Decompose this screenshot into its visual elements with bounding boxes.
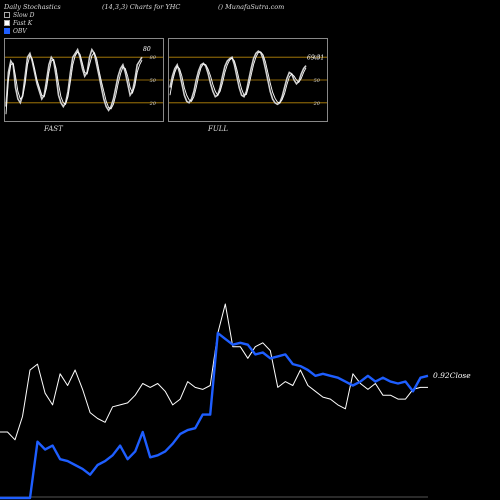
legend-swatch-white [4, 20, 10, 26]
level-label: 80 [314, 55, 321, 61]
slow-d-line [5, 47, 143, 112]
level-label: 80 [150, 55, 157, 61]
legend-item-obv: OBV [4, 27, 35, 35]
price-obv-chart: 0.92Close [0, 303, 471, 500]
site-name: () MunafaSutra.com [218, 3, 285, 11]
fast-k-line [5, 51, 143, 115]
level-label: 20 [313, 101, 321, 107]
price-line [0, 303, 428, 441]
fast-stochastic-panel: 20 50 80 80 [4, 38, 164, 122]
level-label: 50 [150, 78, 157, 84]
chart-title: Daily Stochastics [4, 3, 61, 11]
legend-label: OBV [13, 27, 27, 35]
panel-frame [4, 38, 164, 122]
legend-swatch-outline [4, 12, 10, 18]
close-label: 0.92Close [433, 371, 471, 380]
fast-panel-label: FAST [44, 125, 63, 133]
end-value-label: 69.31 [307, 55, 324, 62]
legend-item-fast-k: Fast K [4, 19, 35, 27]
legend-swatch-blue [4, 28, 10, 34]
level-label: 20 [149, 101, 157, 107]
panel-frame [168, 38, 328, 122]
legend-item-slow-d: Slow D [4, 11, 35, 19]
full-panel-label: FULL [208, 125, 229, 133]
chart-params: (14,3,3) Charts for YHC [102, 3, 181, 11]
level-label: 50 [314, 78, 321, 84]
legend: Slow D Fast K OBV [4, 11, 35, 35]
obv-line [0, 331, 429, 500]
slow-d-line [169, 50, 307, 106]
legend-label: Slow D [13, 11, 35, 19]
legend-label: Fast K [13, 19, 33, 27]
end-value-label: 80 [143, 46, 151, 53]
fast-k-line [169, 51, 307, 104]
